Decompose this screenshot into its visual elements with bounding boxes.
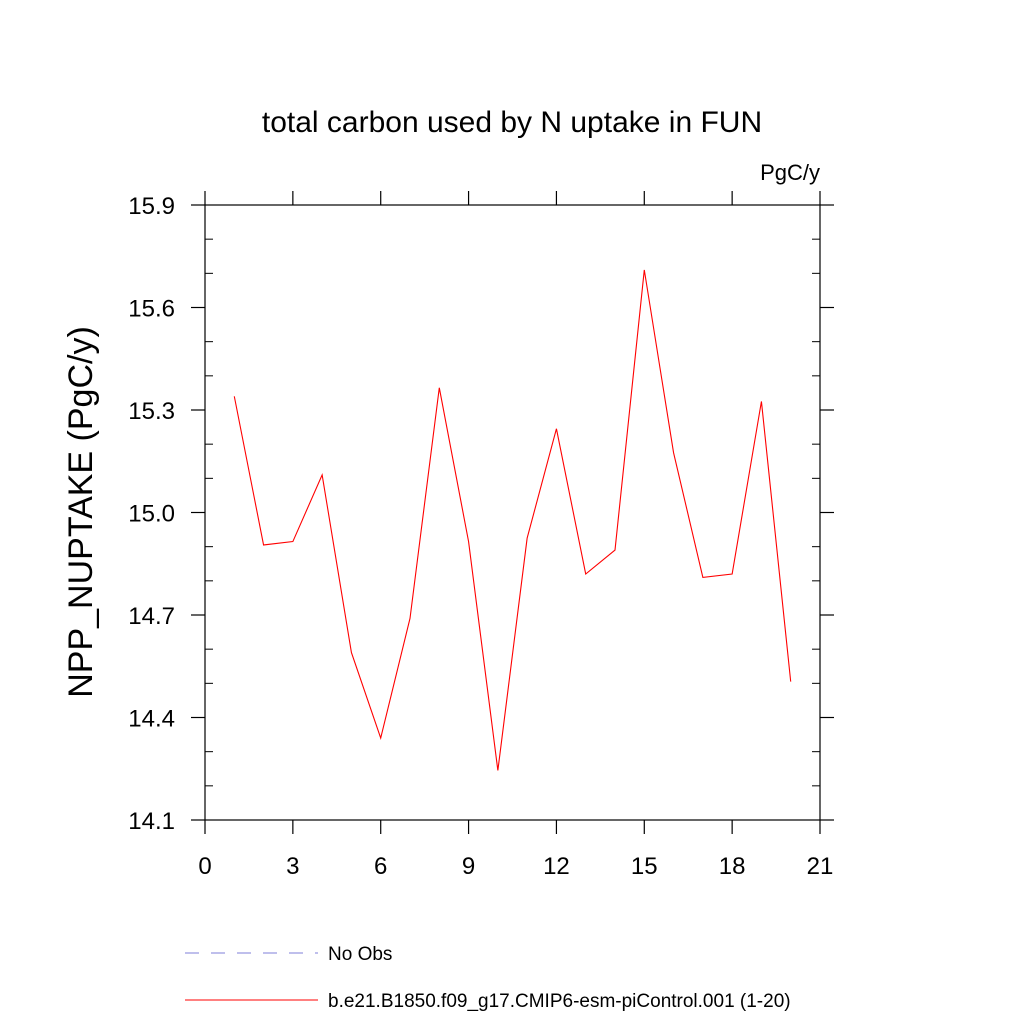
y-tick-label: 14.7 bbox=[128, 603, 175, 630]
units-label: PgC/y bbox=[760, 160, 820, 185]
legend: No Obs b.e21.B1850.f09_g17.CMIP6-esm-piCo… bbox=[185, 944, 791, 1012]
y-tick-label: 15.0 bbox=[128, 501, 175, 528]
y-tick-label: 15.9 bbox=[128, 193, 175, 220]
y-tick-label: 14.4 bbox=[128, 706, 175, 733]
x-tick-label: 0 bbox=[198, 853, 211, 880]
x-tick-label: 6 bbox=[374, 853, 387, 880]
plot-frame bbox=[204, 204, 821, 821]
x-tick-label: 18 bbox=[719, 853, 746, 880]
x-tick-label: 15 bbox=[631, 853, 658, 880]
x-tick-label: 21 bbox=[807, 853, 834, 880]
series-line bbox=[233, 269, 792, 771]
x-tick-label: 3 bbox=[286, 853, 299, 880]
plot-area bbox=[233, 269, 792, 771]
x-tick-label: 12 bbox=[543, 853, 570, 880]
y-axis-label: NPP_NUPTAKE (PgC/y) bbox=[62, 326, 100, 698]
legend-label: b.e21.B1850.f09_g17.CMIP6-esm-piControl.… bbox=[328, 991, 791, 1012]
y-tick-label: 14.1 bbox=[128, 808, 175, 835]
x-tick-label: 9 bbox=[462, 853, 475, 880]
y-tick-label: 15.6 bbox=[128, 296, 175, 323]
legend-label: No Obs bbox=[328, 944, 392, 965]
axis-tick-labels: 0 3 6 9 12 15 18 21 14.1 14.4 14.7 15.0 15.3 15.6 15.9 bbox=[128, 193, 833, 880]
axis-ticks bbox=[191, 191, 834, 834]
y-tick-label: 15.3 bbox=[128, 398, 175, 425]
chart-title: total carbon used by N uptake in FUN bbox=[262, 106, 762, 139]
